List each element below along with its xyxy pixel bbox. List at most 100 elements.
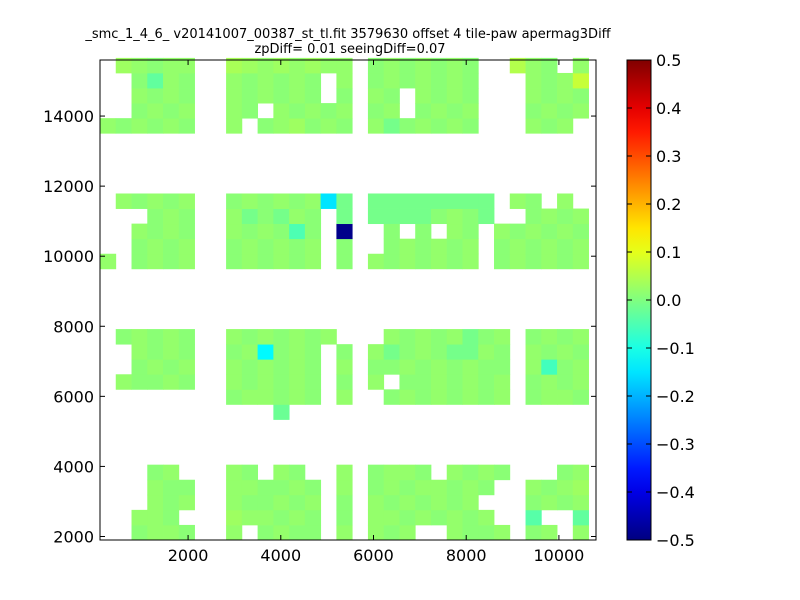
heatmap-cell (163, 329, 180, 345)
heatmap-cell (241, 238, 259, 255)
heatmap-cell (241, 253, 259, 270)
heatmap-cell (257, 253, 274, 270)
heatmap-cell (178, 208, 195, 225)
heatmap-cell (383, 464, 400, 481)
heatmap-cell (478, 193, 495, 209)
heatmap-cell (241, 479, 259, 496)
heatmap-cell (446, 88, 463, 104)
heatmap-cell (541, 344, 558, 360)
heatmap-cell (178, 344, 195, 360)
heatmap-cell (147, 464, 164, 481)
heatmap-cell (289, 223, 306, 240)
heatmap-cell (462, 344, 479, 360)
heatmap-cell (478, 374, 495, 390)
heatmap-cell (557, 72, 574, 89)
heatmap-cell (509, 223, 526, 240)
heatmap-cell (462, 118, 479, 134)
heatmap-cell (572, 494, 589, 511)
heatmap-cell (289, 193, 306, 209)
heatmap-cell (383, 57, 400, 74)
heatmap-cell (336, 344, 353, 360)
heatmap-cell (289, 88, 306, 104)
heatmap-cell (273, 524, 290, 541)
heatmap-cell (430, 253, 448, 270)
heatmap-cell (131, 72, 148, 89)
heatmap-cell (131, 223, 148, 240)
heatmap-cell (257, 72, 274, 89)
heatmap-cell (257, 57, 274, 74)
heatmap-cell (273, 208, 290, 225)
heatmap-cell (446, 253, 463, 270)
heatmap-cell (147, 479, 164, 496)
colorbar-tick-label: 0.0 (656, 291, 681, 310)
heatmap-cell (147, 329, 164, 345)
heatmap-cell (226, 359, 243, 375)
heatmap-cell (257, 223, 274, 240)
heatmap-cell (462, 389, 479, 405)
heatmap-cell (273, 223, 290, 240)
heatmap-cell (226, 57, 243, 74)
heatmap-cell (178, 88, 195, 104)
heatmap-cell (415, 238, 432, 255)
heatmap-cell (572, 88, 589, 104)
heatmap-cell (430, 479, 448, 496)
heatmap-cell (446, 344, 463, 360)
heatmap-cell (415, 88, 432, 104)
plot-frame (99, 59, 597, 541)
heatmap-cell (304, 238, 322, 255)
y-tick-label: 14000 (43, 107, 94, 126)
heatmap-cell (289, 344, 306, 360)
heatmap-cell (541, 57, 558, 74)
heatmap-cell (115, 57, 132, 74)
heatmap-cell (147, 344, 164, 360)
heatmap-cell (131, 118, 148, 134)
colorbar-tick-label: 0.2 (656, 195, 681, 214)
colorbar-tick-label: −0.5 (656, 531, 695, 550)
heatmap-cell (273, 509, 290, 526)
heatmap-cell (446, 464, 463, 481)
heatmap-cell (289, 494, 306, 511)
heatmap-cell (178, 479, 195, 496)
heatmap-cell (289, 509, 306, 526)
heatmap-cell (273, 374, 290, 390)
heatmap-cell (462, 329, 479, 345)
heatmap-cell (304, 88, 322, 104)
heatmap-cell (383, 389, 400, 405)
heatmap-cell (257, 88, 274, 104)
heatmap-cell (446, 329, 463, 345)
heatmap-cell (147, 88, 164, 104)
heatmap-cell (257, 329, 274, 345)
heatmap-cell (320, 329, 337, 345)
heatmap-cell (367, 359, 385, 375)
heatmap-cell (541, 389, 558, 405)
heatmap-cell (147, 57, 164, 74)
heatmap-cell (446, 118, 463, 134)
heatmap-cell (383, 494, 400, 511)
heatmap-cell (541, 88, 558, 104)
heatmap-cell (399, 208, 416, 225)
heatmap-cell (367, 193, 385, 209)
heatmap-cell (304, 374, 322, 390)
heatmap-cell (478, 208, 495, 225)
heatmap-cell (525, 57, 542, 74)
heatmap-cell (257, 238, 274, 255)
heatmap-cell (541, 374, 558, 390)
heatmap-cell (525, 193, 542, 209)
heatmap-cell (241, 88, 259, 104)
heatmap-cell (257, 509, 274, 526)
heatmap-cell (131, 359, 148, 375)
heatmap-cell (163, 193, 180, 209)
heatmap-cell (289, 359, 306, 375)
heatmap-cell (446, 389, 463, 405)
heatmap-cell (178, 494, 195, 511)
heatmap-cell (572, 374, 589, 390)
heatmap-cell (525, 389, 542, 405)
heatmap-cell (367, 524, 385, 541)
heatmap-cell (430, 118, 448, 134)
y-axis: 2000 4000 6000 8000 10000 12000 14000 (43, 107, 596, 546)
heatmap-cell (178, 238, 195, 255)
heatmap-cell (163, 509, 180, 526)
heatmap-cell (304, 329, 322, 345)
heatmap-cell (178, 524, 195, 541)
heatmap-cell (383, 359, 400, 375)
